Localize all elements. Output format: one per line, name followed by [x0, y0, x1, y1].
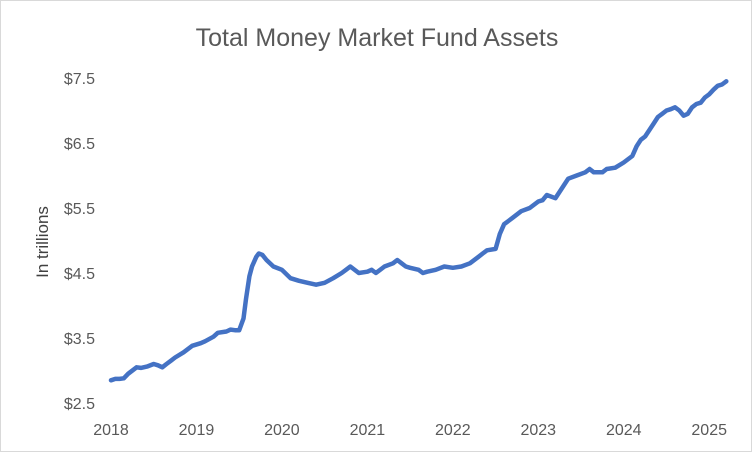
x-tick-label: 2018 — [93, 422, 129, 439]
y-tick-label: $6.5 — [64, 136, 95, 153]
y-tick-label: $2.5 — [64, 396, 95, 413]
y-tick-label: $3.5 — [64, 331, 95, 348]
y-tick-label: $7.5 — [64, 71, 95, 88]
y-tick-label: $5.5 — [64, 201, 95, 218]
y-tick-label: $4.5 — [64, 266, 95, 283]
y-axis-label: In trillions — [33, 206, 52, 278]
x-tick-label: 2020 — [264, 422, 300, 439]
x-tick-label: 2024 — [606, 422, 642, 439]
x-tick-label: 2023 — [520, 422, 556, 439]
x-tick-label: 2025 — [691, 422, 727, 439]
x-tick-label: 2022 — [435, 422, 471, 439]
x-tick-label: 2021 — [350, 422, 386, 439]
x-tick-label: 2019 — [179, 422, 215, 439]
x-ticks: 2018 2019 2020 2021 2022 2023 2024 2025 — [93, 422, 727, 439]
y-ticks: $7.5 $6.5 $5.5 $4.5 $3.5 $2.5 — [64, 71, 95, 413]
chart-title: Total Money Market Fund Assets — [196, 24, 559, 52]
series-line — [108, 79, 729, 383]
series-group — [108, 79, 729, 383]
